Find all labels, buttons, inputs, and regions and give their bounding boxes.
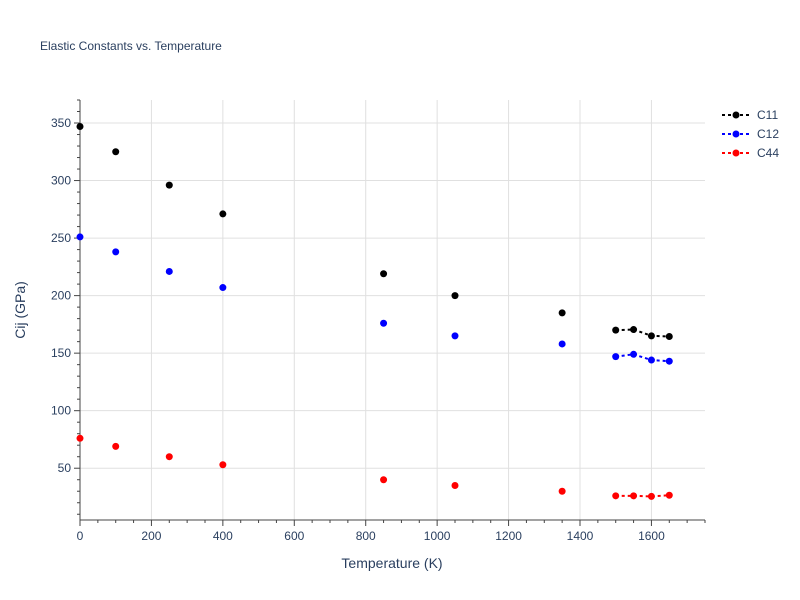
c44-data-point: [647, 492, 655, 500]
series-c44: [76, 434, 673, 500]
c44-dotted-line: [615, 494, 670, 498]
c12-data-point: [630, 350, 638, 358]
x-tick-label: 400: [213, 529, 233, 543]
c12-data-point: [451, 332, 459, 340]
c44-data-point: [558, 487, 566, 495]
legend-marker: [732, 111, 740, 119]
y-tick-label: 100: [51, 404, 71, 418]
c12-data-point: [165, 267, 173, 275]
y-tick-label: 200: [51, 289, 71, 303]
y-tick-label: 350: [51, 116, 71, 130]
c11-data-point: [76, 122, 84, 130]
c12-data-point: [665, 357, 673, 365]
c11-data-point: [558, 309, 566, 317]
x-tick-label: 1000: [424, 529, 451, 543]
c12-data-point: [76, 233, 84, 241]
y-tick-label: 150: [51, 346, 71, 360]
x-tick-label: 1600: [638, 529, 665, 543]
c44-data-point: [219, 461, 227, 469]
axes: 0 200 400 600 800 1000 1200 1400 1600 50 100 150 200…: [51, 99, 706, 543]
c44-data-point: [165, 453, 173, 461]
chart-title: Elastic Constants vs. Temperature: [40, 39, 222, 53]
c44-data-point: [76, 434, 84, 442]
c11-dotted-line: [615, 328, 670, 338]
y-tick-label: 50: [58, 461, 72, 475]
x-tick-label: 0: [77, 529, 84, 543]
c12-data-point: [380, 319, 388, 327]
x-tick-label: 600: [284, 529, 304, 543]
c12-data-point: [612, 353, 620, 361]
c44-data-point: [451, 481, 459, 489]
c44-data-point: [612, 492, 620, 500]
legend: C11 C12 C44: [722, 108, 779, 160]
legend-item-c11[interactable]: C11: [722, 108, 778, 122]
c11-data-point: [165, 181, 173, 189]
c44-data-point: [112, 442, 120, 450]
c12-data-point: [219, 284, 227, 292]
c44-data-point: [380, 476, 388, 484]
legend-item-c12[interactable]: C12: [722, 127, 779, 141]
legend-label: C11: [757, 108, 778, 122]
plot-area: [76, 122, 673, 500]
legend-label: C44: [757, 146, 779, 160]
x-tick-label: 1200: [495, 529, 522, 543]
series-c11: [76, 122, 673, 340]
c12-data-point: [647, 356, 655, 364]
c44-data-point: [630, 492, 638, 500]
c11-data-point: [219, 210, 227, 218]
x-axis-title: Temperature (K): [341, 555, 442, 571]
x-tick-label: 1400: [567, 529, 594, 543]
y-tick-label: 300: [51, 174, 71, 188]
x-tick-label: 800: [356, 529, 376, 543]
series-c12: [76, 233, 673, 365]
c11-data-point: [112, 148, 120, 156]
c11-data-point: [451, 292, 459, 300]
c11-data-point: [630, 326, 638, 334]
c12-data-point: [112, 248, 120, 256]
y-tick-label: 250: [51, 231, 71, 245]
legend-marker: [732, 149, 740, 157]
grid: [80, 100, 705, 520]
c12-data-point: [558, 340, 566, 348]
c11-data-point: [665, 332, 673, 340]
legend-label: C12: [757, 127, 779, 141]
c11-data-point: [647, 332, 655, 340]
x-tick-label: 200: [141, 529, 161, 543]
c11-data-point: [380, 270, 388, 278]
c44-data-point: [665, 491, 673, 499]
legend-marker: [732, 130, 740, 138]
c11-data-point: [612, 326, 620, 334]
legend-item-c44[interactable]: C44: [722, 146, 779, 160]
c12-dotted-line: [615, 353, 670, 363]
y-axis-title: Cij (GPa): [12, 281, 28, 339]
